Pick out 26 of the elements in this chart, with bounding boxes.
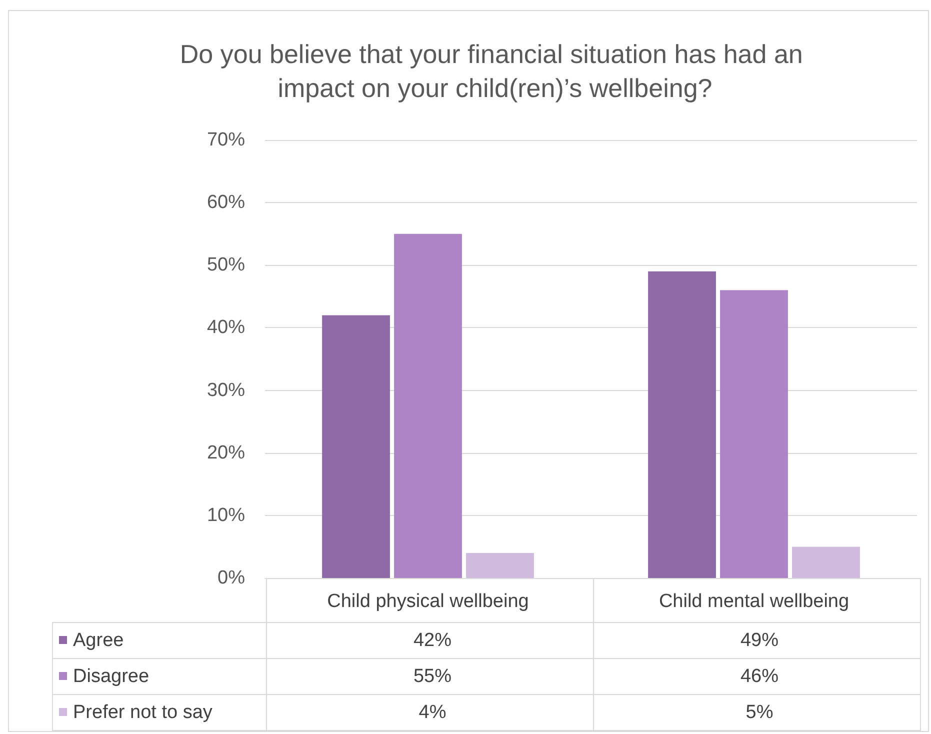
y-tick-label: 30% xyxy=(206,380,246,401)
chart-title: Do you believe that your financial situation has had an impact on your child(ren)’s wellbeing? xyxy=(180,39,810,103)
bar xyxy=(466,552,534,578)
legend-label: Disagree xyxy=(52,658,266,694)
x-tick-label: Child mental wellbeing xyxy=(658,591,850,612)
y-tick-label: 60% xyxy=(206,192,246,214)
data-label: 5% xyxy=(593,694,920,730)
legend-label: Agree xyxy=(52,622,266,658)
bar xyxy=(648,271,716,578)
data-label: 42% xyxy=(266,622,593,658)
data-label: 4% xyxy=(266,694,593,730)
y-tick-label: 50% xyxy=(206,254,246,276)
y-tick-label: 10% xyxy=(206,504,246,526)
y-tick-label: 70% xyxy=(206,130,246,150)
y-tick-label: 0% xyxy=(218,568,246,588)
legend-label: Prefer not to say xyxy=(52,694,266,730)
bar xyxy=(720,290,788,578)
data-label: 49% xyxy=(593,622,920,658)
data-label: 46% xyxy=(593,658,920,694)
data-label: 55% xyxy=(266,658,593,694)
y-tick-label: 40% xyxy=(206,317,246,338)
y-tick-label: 20% xyxy=(206,442,246,464)
x-tick-label: Child physical wellbeing xyxy=(327,591,529,612)
bar xyxy=(792,546,860,578)
bar xyxy=(322,315,390,578)
bar xyxy=(394,234,462,578)
